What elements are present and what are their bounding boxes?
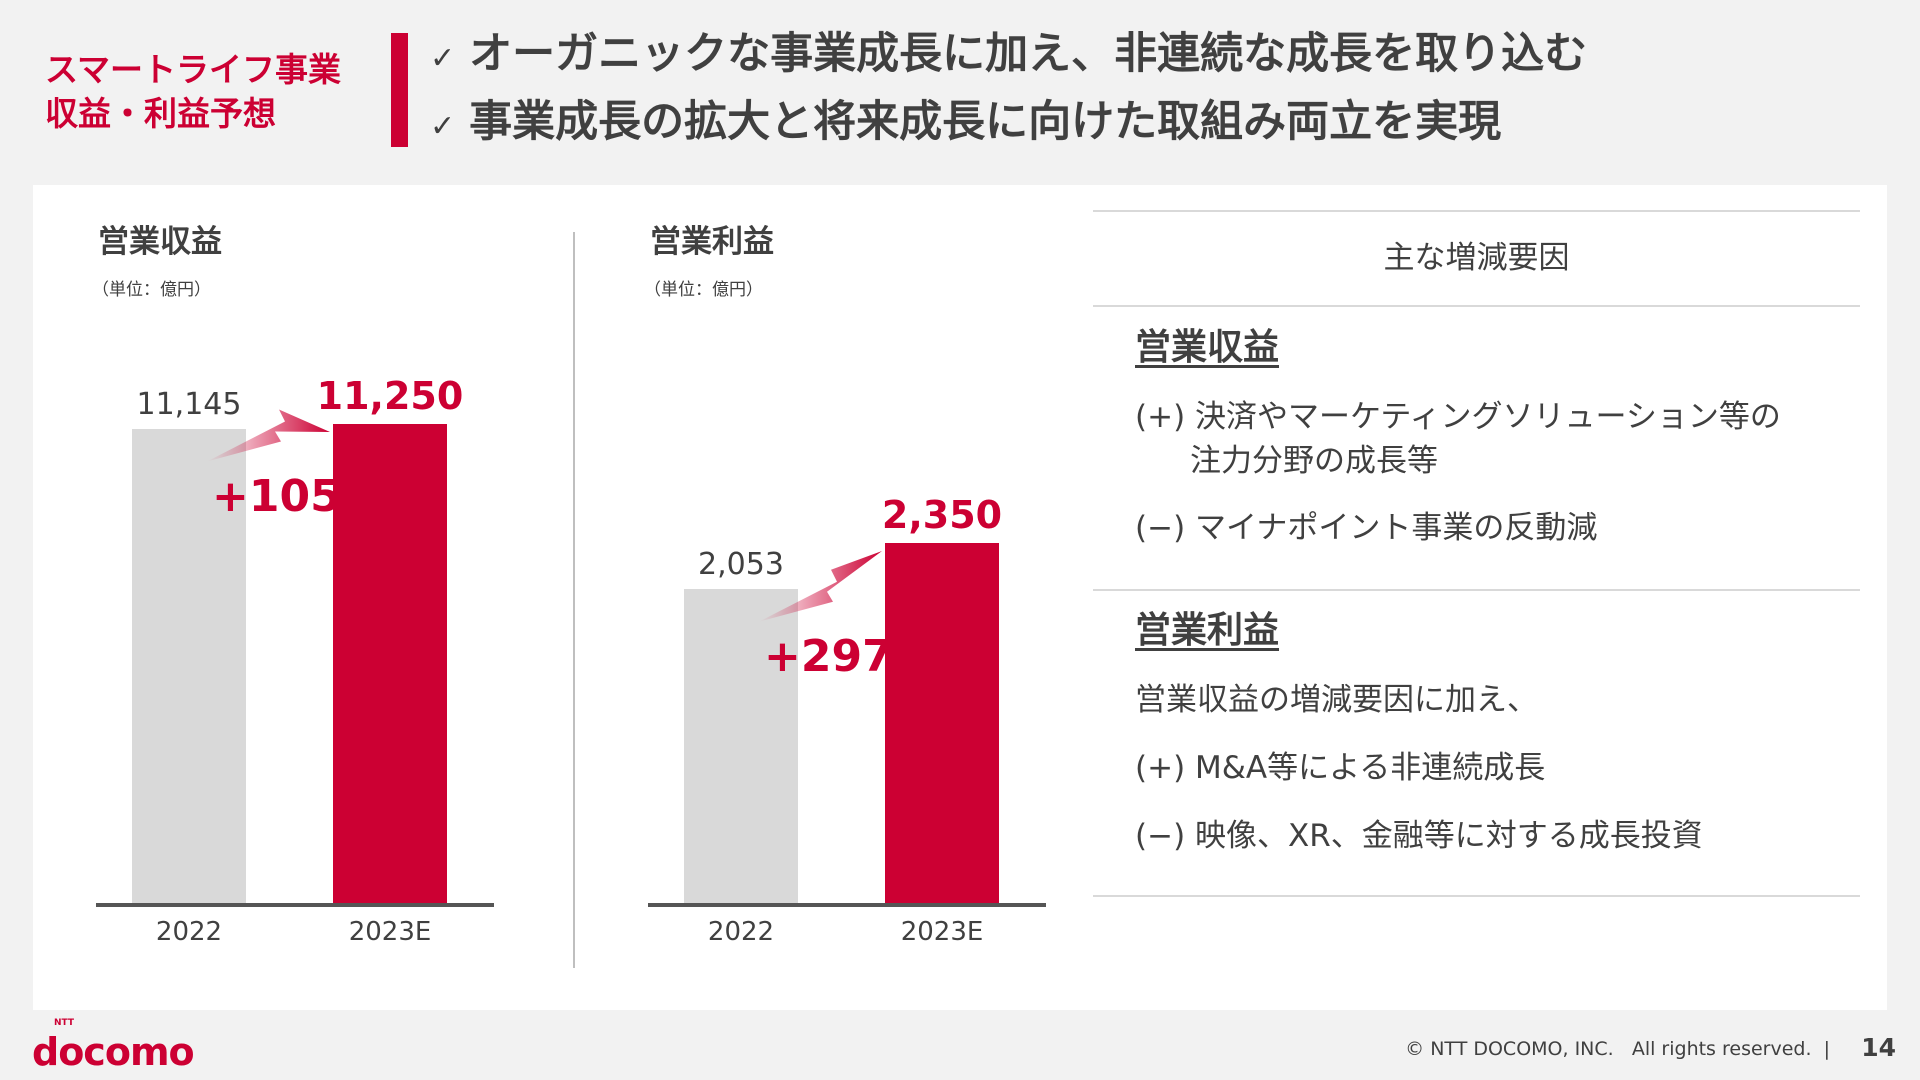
docomo-logo: NTT docomo [32, 1018, 195, 1074]
divider [1093, 305, 1860, 307]
bar-2022 [684, 589, 798, 905]
logo-ntt: NTT [54, 1018, 75, 1028]
check-icon: ✓ [430, 109, 456, 144]
bullet-2: ✓ 事業成長の拡大と将来成長に向けた取組み両立を実現 [430, 94, 1501, 155]
page-number: 14 [1861, 1033, 1896, 1062]
bar-2023E [885, 543, 999, 905]
value-label: 2,350 [881, 493, 1003, 538]
growth-arrow-icon [207, 409, 330, 462]
value-label: 11,145 [136, 386, 242, 422]
category-label: 2022 [155, 917, 223, 947]
delta-label: +297 [764, 631, 893, 683]
growth-arrow-icon [759, 551, 882, 623]
profit-factor: (+) M&A等による非連続成長 [1135, 750, 1546, 786]
title-line-1: スマートライフ事業 [45, 50, 342, 89]
accent-bar [391, 33, 408, 147]
copyright: © NTT DOCOMO, INC. All rights reserved. … [1405, 1038, 1830, 1060]
chart-unit: （単位：億円） [644, 280, 763, 300]
baseline [96, 903, 494, 907]
chart-title: 営業収益 [98, 224, 222, 260]
bullet-text: 事業成長の拡大と将来成長に向けた取組み両立を実現 [469, 97, 1502, 147]
revenue-factors-title: 営業収益 [1135, 327, 1280, 368]
factors-header: 主な増減要因 [1383, 240, 1570, 276]
chart-divider [573, 232, 575, 968]
profit-factor: (−) 映像、XR、金融等に対する成長投資 [1135, 818, 1703, 854]
logo-text: docomo [32, 1030, 195, 1074]
revenue-factor: (−) マイナポイント事業の反動減 [1135, 510, 1598, 546]
bar-2022 [132, 428, 246, 905]
check-icon: ✓ [430, 41, 456, 76]
chart-unit: （単位：億円） [92, 280, 211, 300]
bullet-text: オーガニックな事業成長に加え、非連続な成長を取り込む [469, 29, 1588, 79]
profit-factor: 営業収益の増減要因に加え、 [1135, 682, 1538, 718]
divider [1093, 210, 1860, 212]
profit-factors-title: 営業利益 [1135, 610, 1280, 651]
category-label: 2023E [900, 917, 984, 947]
value-label: 11,250 [316, 374, 464, 419]
divider [1093, 895, 1860, 897]
value-label: 2,053 [698, 547, 784, 583]
bullet-1: ✓ オーガニックな事業成長に加え、非連続な成長を取り込む [430, 26, 1587, 87]
revenue-factor: 注力分野の成長等 [1190, 443, 1438, 479]
title-line-2: 収益・利益予想 [45, 94, 276, 133]
category-label: 2023E [348, 917, 432, 947]
category-label: 2022 [707, 917, 775, 947]
revenue-factor: (+) 決済やマーケティングソリューション等の [1135, 399, 1781, 435]
divider [1093, 589, 1860, 591]
delta-label: +105 [212, 470, 341, 522]
bar-2023E [333, 424, 447, 905]
chart-title: 営業利益 [650, 224, 774, 260]
baseline [648, 903, 1046, 907]
section-title: スマートライフ事業 収益・利益予想 [45, 48, 341, 136]
